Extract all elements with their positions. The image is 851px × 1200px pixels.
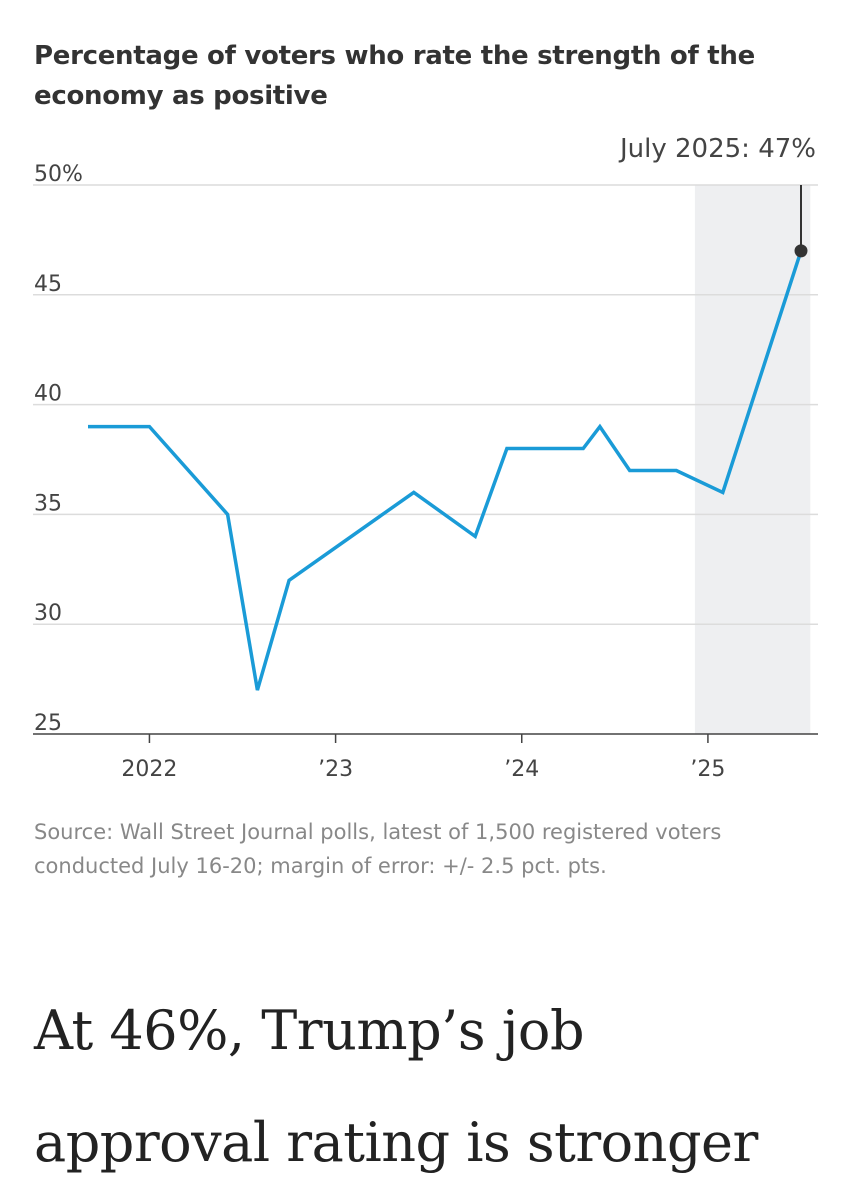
x-tick-label-2022: 2022: [121, 757, 177, 782]
y-tick-label-45: 45: [34, 272, 62, 297]
line-chart: 50% 45 40 35 30 25 2022 ’23 ’24 ’25 July 2025: 47…: [33, 134, 818, 782]
x-tick-label-2024: ’24: [504, 757, 539, 782]
y-tick-label-35: 35: [34, 491, 62, 516]
annotation-label: July 2025: 47%: [618, 134, 816, 164]
chart-title: Percentage of voters who rate the streng…: [34, 41, 755, 111]
source-note: Source: Wall Street Journal polls, lates…: [34, 820, 722, 878]
x-tick-label-2025: ’25: [690, 757, 725, 782]
x-tick-label-2023: ’23: [318, 757, 353, 782]
y-tick-label-30: 30: [34, 601, 62, 626]
y-tick-label-25: 25: [34, 711, 62, 736]
annotation-marker: [794, 244, 808, 258]
y-tick-label-50: 50%: [34, 162, 83, 187]
shaded-region: [694, 185, 811, 734]
series-line-0: [88, 250, 803, 691]
article-headline: At 46%, Trump’s job approval rating is s…: [34, 999, 758, 1174]
y-tick-label-40: 40: [34, 382, 62, 407]
